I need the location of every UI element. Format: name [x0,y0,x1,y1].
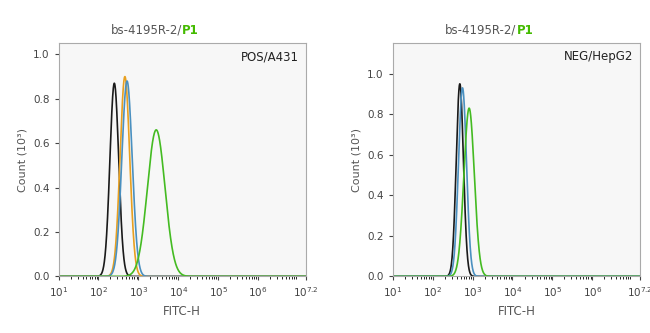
Y-axis label: Count (10³): Count (10³) [352,128,361,192]
X-axis label: FITC-H: FITC-H [163,305,202,318]
Y-axis label: Count (10³): Count (10³) [18,128,27,192]
Text: P1: P1 [182,24,199,37]
Text: bs-4195R-2/: bs-4195R-2/ [111,24,182,37]
Text: P1: P1 [517,24,533,37]
X-axis label: FITC-H: FITC-H [497,305,536,318]
Text: NEG/HepG2: NEG/HepG2 [564,50,633,63]
Text: POS/A431: POS/A431 [240,50,298,63]
Text: bs-4195R-2/: bs-4195R-2/ [445,24,517,37]
